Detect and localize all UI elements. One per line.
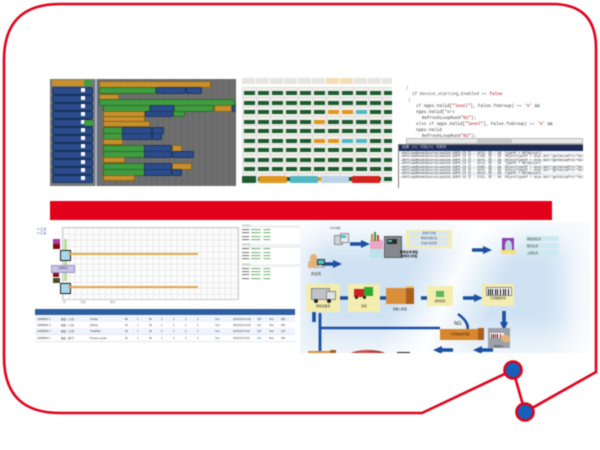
svg-text:NG: NG: [454, 321, 462, 327]
